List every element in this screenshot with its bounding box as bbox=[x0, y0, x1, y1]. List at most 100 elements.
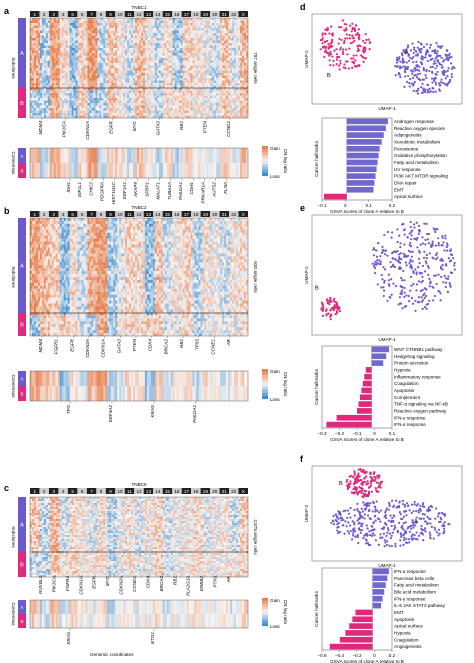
heatmap-cell bbox=[97, 83, 100, 86]
heatmap-cell bbox=[206, 78, 209, 81]
heatmap-cell bbox=[127, 108, 130, 111]
heatmap-cell bbox=[107, 110, 110, 114]
heatmap-cell bbox=[49, 45, 52, 49]
heatmap-cell bbox=[121, 95, 124, 99]
heatmap-cell bbox=[125, 50, 128, 54]
heatmap-cell bbox=[148, 25, 151, 29]
heatmap-cell bbox=[170, 70, 173, 74]
heatmap-cell bbox=[194, 100, 197, 104]
heatmap-cell bbox=[105, 33, 108, 36]
heatmap-cell bbox=[234, 25, 237, 29]
heatmap-cell bbox=[119, 113, 122, 116]
heatmap-cell bbox=[240, 33, 243, 36]
heatmap-cell bbox=[77, 108, 80, 111]
heatmap-cell bbox=[30, 88, 33, 91]
heatmap-cell bbox=[103, 45, 106, 49]
heatmap-cell bbox=[140, 73, 144, 76]
heatmap-cell bbox=[99, 75, 102, 79]
heatmap-cell bbox=[152, 30, 155, 34]
heatmap-cell bbox=[33, 330, 37, 334]
heatmap-cell bbox=[238, 113, 241, 116]
heatmap-cell bbox=[31, 268, 35, 272]
heatmap-cell bbox=[216, 35, 219, 39]
heatmap-cell bbox=[146, 40, 150, 44]
heatmap-cell bbox=[103, 108, 106, 111]
heatmap-cell bbox=[39, 103, 42, 106]
heatmap-cell bbox=[133, 98, 136, 101]
heatmap-cell bbox=[186, 60, 189, 64]
heatmap-cell bbox=[220, 103, 223, 106]
heatmap-cell bbox=[176, 38, 179, 41]
heatmap-cell bbox=[89, 93, 92, 96]
heatmap-cell bbox=[202, 105, 205, 109]
heatmap-cell bbox=[137, 28, 140, 31]
heatmap-cell bbox=[83, 48, 86, 51]
heatmap-cell bbox=[109, 38, 112, 41]
heatmap-cell bbox=[113, 45, 116, 49]
heatmap-cell bbox=[35, 35, 39, 39]
heatmap-cell bbox=[31, 330, 35, 334]
heatmap-cell bbox=[214, 65, 217, 69]
heatmap-cell bbox=[57, 93, 60, 96]
heatmap-cell bbox=[236, 60, 239, 64]
heatmap-cell bbox=[33, 262, 37, 266]
heatmap-cell bbox=[41, 115, 44, 119]
heatmap-cell bbox=[174, 70, 177, 74]
heatmap-cell bbox=[144, 53, 148, 56]
heatmap-cell bbox=[47, 45, 50, 49]
heatmap-cell bbox=[35, 95, 39, 99]
consensus-cell bbox=[224, 163, 227, 179]
heatmap-cell bbox=[212, 80, 215, 84]
heatmap-cell bbox=[156, 93, 159, 96]
heatmap-cell bbox=[228, 20, 231, 24]
heatmap-cell bbox=[218, 63, 221, 66]
heatmap-cell bbox=[164, 93, 167, 96]
heatmap-cell bbox=[31, 85, 35, 89]
heatmap-cell bbox=[212, 98, 215, 101]
heatmap-cell bbox=[188, 103, 191, 106]
heatmap-cell bbox=[37, 110, 41, 114]
heatmap-cell bbox=[166, 108, 169, 111]
heatmap-cell bbox=[107, 70, 110, 74]
heatmap-cell bbox=[55, 80, 58, 84]
heatmap-cell bbox=[83, 110, 86, 114]
heatmap-cell bbox=[61, 58, 64, 61]
heatmap-cell bbox=[47, 43, 50, 46]
heatmap-cell bbox=[162, 100, 165, 104]
heatmap-cell bbox=[242, 65, 245, 69]
heatmap-cell bbox=[222, 48, 225, 51]
heatmap-cell bbox=[148, 35, 151, 39]
heatmap-cell bbox=[115, 65, 118, 69]
heatmap-cell bbox=[71, 83, 74, 86]
heatmap-cell bbox=[236, 30, 239, 34]
heatmap-cell bbox=[164, 58, 167, 61]
heatmap-cell bbox=[35, 30, 39, 34]
heatmap-cell bbox=[35, 20, 39, 24]
heatmap-cell bbox=[246, 38, 249, 41]
heatmap-cell bbox=[230, 95, 233, 99]
heatmap-cell bbox=[77, 20, 80, 24]
consensus-cell bbox=[228, 163, 231, 179]
heatmap-cell bbox=[160, 53, 163, 56]
heatmap-cell bbox=[45, 60, 48, 64]
heatmap-cell bbox=[75, 115, 78, 119]
heatmap-cell bbox=[226, 83, 229, 86]
heatmap-cell bbox=[31, 277, 35, 281]
heatmap-cell bbox=[166, 78, 169, 81]
heatmap-cell bbox=[238, 115, 241, 119]
heatmap-cell bbox=[73, 58, 76, 61]
heatmap-cell bbox=[93, 28, 96, 31]
heatmap-cell bbox=[228, 63, 231, 66]
heatmap-cell bbox=[236, 108, 239, 111]
heatmap-cell bbox=[117, 75, 120, 79]
heatmap-cell bbox=[65, 48, 68, 51]
heatmap-cell bbox=[152, 83, 155, 86]
heatmap-cell bbox=[31, 309, 35, 313]
consensus-b-bar bbox=[18, 163, 26, 178]
heatmap-cell bbox=[33, 43, 37, 46]
heatmap-cell bbox=[109, 18, 112, 21]
heatmap-cell bbox=[55, 83, 58, 86]
heatmap-cell bbox=[190, 20, 193, 24]
heatmap-cell bbox=[214, 18, 217, 21]
heatmap-cell bbox=[131, 45, 134, 49]
